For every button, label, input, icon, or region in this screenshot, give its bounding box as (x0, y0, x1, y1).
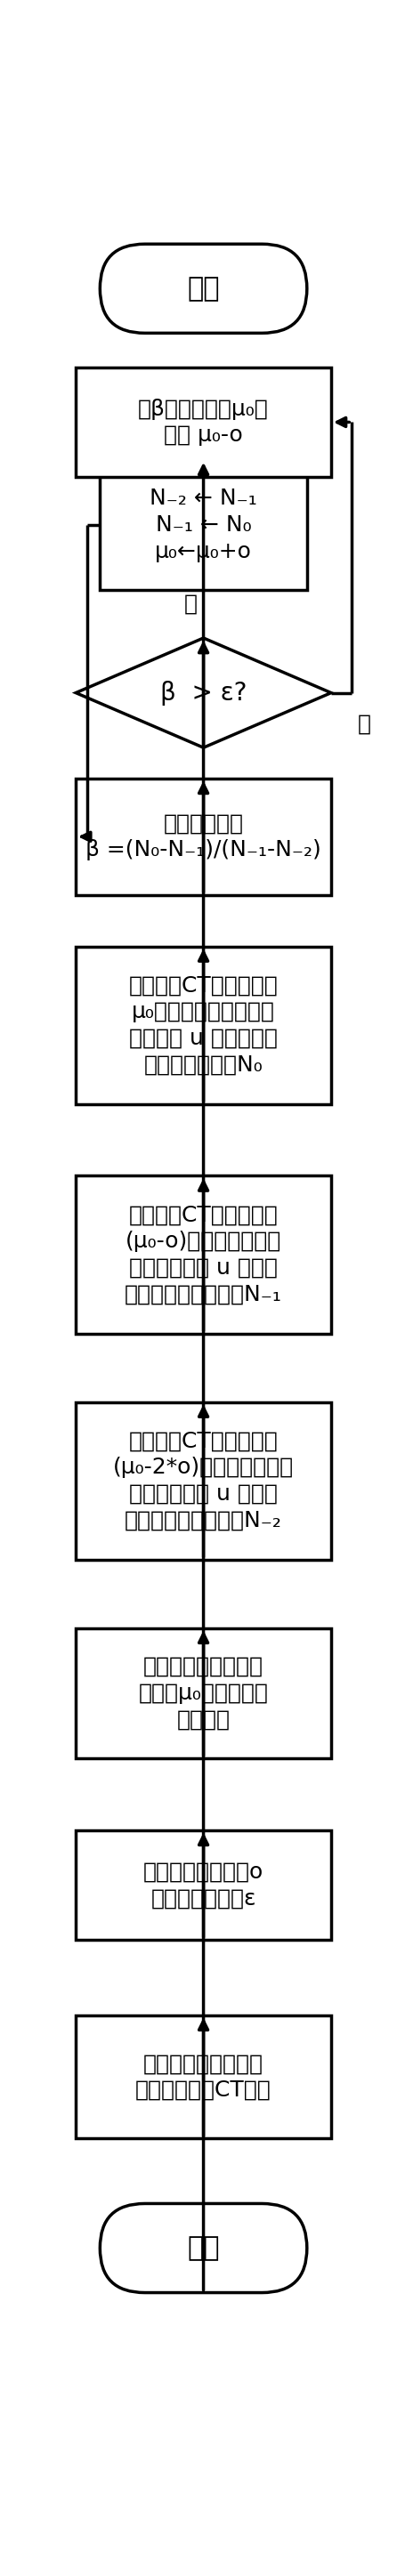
Bar (76, 2014, 331, 2138)
Text: 计算所有CT图像中阈値
(μ₀-2*o)下体素个数大于
等于设定阈値 u 的三维
连通域的总体素个数N₋₂: 计算所有CT图像中阈値 (μ₀-2*o)下体素个数大于 等于设定阈値 u 的三维… (113, 1430, 294, 1530)
Bar (76, 1829, 331, 1940)
Polygon shape (76, 639, 331, 747)
Text: 计算判别参量
β =(N₀-N₋₁)/(N₋₁-N₋₂): 计算判别参量 β =(N₀-N₋₁)/(N₋₁-N₋₂) (86, 814, 321, 860)
Text: N₋₂ ← N₋₁
N₋₁ ← N₀
μ₀←μ₀+o: N₋₂ ← N₋₁ N₋₁ ← N₀ μ₀←μ₀+o (150, 487, 257, 562)
Text: 结束: 结束 (187, 276, 220, 301)
Bar (76, 945, 331, 1105)
Bar (76, 368, 331, 477)
Text: 计算所有CT图像中阈値
(μ₀-o)下体素个数大于
等于设定阈値 u 的三维
连通域的总体素个数N₋₁: 计算所有CT图像中阈値 (μ₀-o)下体素个数大于 等于设定阈値 u 的三维 连… (125, 1206, 282, 1306)
Text: 否: 否 (184, 592, 198, 616)
Bar (76, 1175, 331, 1334)
Text: β  > ε?: β > ε? (160, 680, 247, 706)
Bar (76, 1628, 331, 1759)
Text: 是: 是 (357, 714, 371, 734)
Text: 开始: 开始 (187, 2236, 220, 2262)
Text: 计算所有CT图像中阈値
μ₀下体素个数大于等于
设定阈値 u 的三维连通
域的总体素个数N₀: 计算所有CT图像中阈値 μ₀下体素个数大于等于 设定阈値 u 的三维连通 域的总… (129, 974, 278, 1074)
FancyBboxPatch shape (100, 245, 307, 332)
FancyBboxPatch shape (100, 2202, 307, 2293)
Bar (76, 1401, 331, 1558)
Bar (76, 778, 331, 894)
Bar (100, 461, 307, 590)
Text: 输入一组存在大面积
高密度影肺部CT图像: 输入一组存在大面积 高密度影肺部CT图像 (135, 2053, 272, 2099)
Text: 取β对应的阈値μ₀并
输出 μ₀-o: 取β对应的阈値μ₀并 输出 μ₀-o (138, 399, 269, 446)
Text: 设定分割阈値间隔o
和判别参量阈値ε: 设定分割阈値间隔o 和判别参量阈値ε (143, 1860, 264, 1909)
Text: 选择一个小于分割阈
値的値μ₀作为阈値搜
索初始値: 选择一个小于分割阈 値的値μ₀作为阈値搜 索初始値 (139, 1656, 268, 1731)
